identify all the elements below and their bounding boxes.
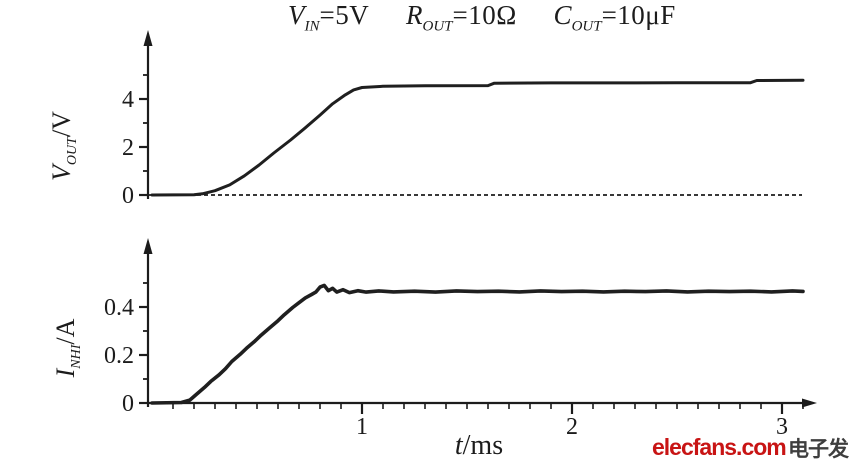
title-symbol: C: [553, 0, 572, 30]
title-term-rout: ROUT=10Ω: [405, 0, 517, 34]
y-label-unit: /V: [47, 111, 76, 138]
y-axis-arrow: [143, 30, 153, 46]
title-term-vin: VIN=5V: [288, 0, 370, 34]
y-axis-label-vout: VOUT/V: [47, 111, 81, 181]
title-subscript: OUT: [571, 18, 602, 35]
title-symbol: R: [405, 0, 423, 30]
title-value: =10Ω: [452, 0, 517, 30]
y-axis-arrow: [143, 238, 153, 254]
y-label-unit: /A: [51, 318, 80, 345]
x-axis-label: t/ms: [455, 430, 503, 462]
trace-I_load: [150, 283, 805, 405]
y-tick-label: 0: [122, 183, 134, 209]
title-subscript: IN: [304, 18, 320, 35]
y-label-symbol: I: [51, 368, 80, 378]
chart-title: VIN=5V ROUT=10Ω COUT=10μF: [288, 0, 706, 34]
title-subscript: OUT: [422, 18, 453, 35]
y-label-subscript: NHI: [69, 344, 85, 369]
y-axis-label-current: INHI/A: [51, 318, 85, 378]
y-tick-label: 2: [122, 135, 134, 161]
watermark-brand: elecfans.com: [652, 434, 787, 460]
y-label-symbol: V: [47, 165, 76, 181]
title-symbol: V: [288, 0, 305, 30]
y-tick-label: 4: [122, 87, 134, 113]
x-tick-label: 3: [776, 414, 788, 440]
x-label-unit: /ms: [462, 430, 504, 461]
x-tick-label: 2: [566, 414, 578, 440]
y-tick-label: 0.2: [104, 343, 134, 369]
y-tick-label: 0: [122, 391, 134, 417]
title-term-cout: COUT=10μF: [553, 0, 676, 34]
x-axis-arrow: [802, 398, 817, 408]
trace-V_OUT: [150, 78, 805, 197]
y-label-subscript: OUT: [65, 137, 81, 166]
title-value: =5V: [319, 0, 370, 30]
x-label-symbol: t: [454, 430, 463, 461]
y-tick-label: 0.4: [104, 295, 134, 321]
x-tick-label: 1: [356, 414, 368, 440]
watermark-chinese: 电子发烧友: [788, 437, 849, 461]
title-value: =10μF: [601, 0, 676, 30]
